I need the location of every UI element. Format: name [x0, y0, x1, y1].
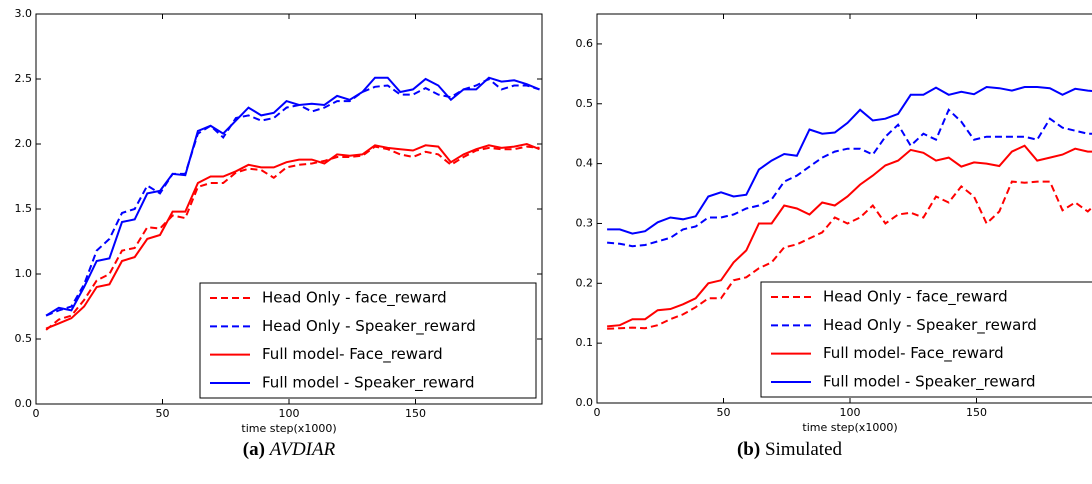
legend-box	[199, 282, 537, 399]
y-tick-label: 0.5	[15, 332, 33, 345]
legend-label: Full model - Speaker_reward	[823, 373, 1036, 392]
series-line	[45, 142, 540, 330]
y-tick-label: 0.4	[576, 157, 594, 170]
x-axis-label: time step(x1000)	[802, 421, 897, 434]
lines	[607, 85, 1092, 330]
legend-label: Full model - Speaker_reward	[262, 374, 475, 393]
subplot: 0.0 0.1 0.2 0.3 0.4 0.5 0.6 0 50 100 150 time step(…	[576, 13, 1092, 460]
series-line	[607, 108, 1092, 248]
y-tick-label: 0.2	[576, 276, 594, 289]
y-tick-label: 2.0	[15, 137, 33, 150]
caption: (a) AVDIAR	[243, 439, 336, 460]
series-line	[45, 77, 540, 317]
y-tick-label: 2.5	[15, 72, 33, 85]
legend-label: Head Only - face_reward	[823, 288, 1008, 307]
x-tick-label: 150	[405, 407, 426, 420]
x-tick-label: 0	[594, 406, 601, 419]
y-tick-label: 1.5	[15, 202, 33, 215]
caption: (b) Simulated	[737, 439, 843, 460]
subplot: 0.0 0.5 1.0 1.5 2.0 2.5 3.0 0 50 100 150 time step(…	[15, 7, 543, 460]
series-line	[607, 180, 1092, 330]
y-tick-label: 0.0	[15, 397, 33, 410]
series-line	[607, 85, 1092, 235]
legend-label: Head Only - face_reward	[262, 289, 447, 308]
x-tick-label: 150	[966, 406, 987, 419]
legend-box	[760, 281, 1092, 398]
legend-label: Full model- Face_reward	[823, 344, 1004, 363]
y-tick-label: 0.0	[576, 396, 594, 409]
x-tick-label: 100	[840, 406, 861, 419]
legend-label: Head Only - Speaker_reward	[823, 316, 1037, 335]
caption-text: Simulated	[765, 439, 843, 460]
caption-label: (b)	[737, 439, 760, 460]
legend-label: Head Only - Speaker_reward	[262, 317, 476, 336]
lines	[45, 76, 540, 331]
x-tick-label: 0	[33, 407, 40, 420]
series-line	[45, 76, 540, 317]
series-line	[607, 144, 1092, 328]
y-tick-label: 0.5	[576, 97, 594, 110]
caption-label: (a)	[243, 439, 265, 460]
y-tick-label: 1.0	[15, 267, 33, 280]
x-tick-label: 50	[156, 407, 170, 420]
x-axis-label: time step(x1000)	[241, 422, 336, 435]
series-line	[45, 145, 540, 331]
y-tick-label: 0.1	[576, 336, 594, 349]
legend-label: Full model- Face_reward	[262, 345, 443, 364]
caption-text: AVDIAR	[268, 439, 336, 460]
y-tick-label: 0.6	[576, 37, 594, 50]
y-tick-label: 3.0	[15, 7, 33, 20]
y-tick-label: 0.3	[576, 216, 594, 229]
x-tick-label: 100	[279, 407, 300, 420]
x-tick-label: 50	[717, 406, 731, 419]
